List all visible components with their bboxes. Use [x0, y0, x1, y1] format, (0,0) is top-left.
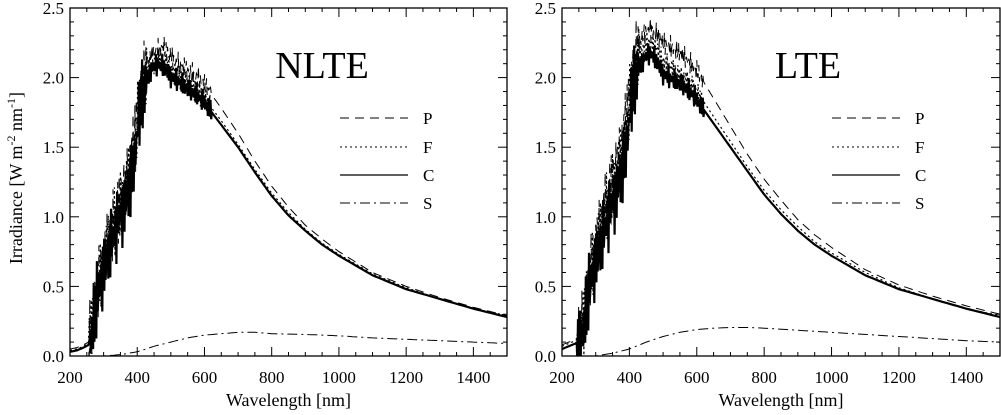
x-axis-label: Wavelength [nm] — [718, 390, 843, 410]
x-tick-label: 800 — [259, 368, 285, 387]
x-axis-label: Wavelength [nm] — [226, 390, 351, 410]
legend-label-C: C — [915, 166, 926, 185]
legend-label-F: F — [915, 138, 924, 157]
series-line-P — [70, 36, 507, 356]
x-tick-label: 1000 — [322, 368, 356, 387]
x-tick-label: 200 — [549, 368, 575, 387]
y-tick-label: 0.5 — [535, 277, 556, 296]
x-tick-label: 400 — [617, 368, 643, 387]
x-tick-label: 1200 — [389, 368, 423, 387]
x-tick-label: 200 — [57, 368, 83, 387]
y-tick-label: 1.0 — [535, 208, 556, 227]
y-axis-label-end: ] — [6, 92, 26, 98]
x-tick-label: 400 — [124, 368, 150, 387]
y-tick-label: 1.5 — [535, 138, 556, 157]
x-tick-label: 1400 — [949, 368, 983, 387]
x-tick-label: 600 — [684, 368, 710, 387]
y-axis-label: Irradiance [W m-2 nm-1] — [4, 92, 26, 264]
panel-title: NLTE — [275, 45, 369, 87]
y-tick-label: 2.0 — [43, 69, 64, 88]
series-line-C — [70, 54, 507, 353]
legend-label-P: P — [915, 109, 924, 128]
x-tick-label: 1200 — [882, 368, 916, 387]
y-axis-label-sup2: -1 — [4, 98, 18, 108]
x-tick-label: 1400 — [456, 368, 490, 387]
x-tick-label: 600 — [192, 368, 218, 387]
panel-title: LTE — [775, 45, 841, 87]
series-line-S — [562, 327, 1000, 356]
x-tick-label: 800 — [751, 368, 777, 387]
legend-label-S: S — [423, 194, 432, 213]
y-axis-label-sup1: -2 — [4, 135, 18, 145]
series-line-F — [70, 48, 507, 356]
series-line-F — [562, 28, 1000, 356]
y-tick-label: 1.0 — [43, 208, 64, 227]
x-tick-label: 1000 — [815, 368, 849, 387]
y-tick-label: 2.0 — [535, 69, 556, 88]
panel-lte: 200 400 600 800 1000 1200 1400 0.0 0.5 1.0 1.5 2.0 2… — [535, 0, 1001, 410]
series-line-S — [70, 331, 507, 356]
legend-label-C: C — [423, 166, 434, 185]
y-tick-label: 0.0 — [535, 347, 556, 366]
panel-nlte: 200 400 600 800 1000 1200 1400 0.0 0.5 1.0 1.5 2.0 2… — [43, 0, 508, 410]
series-line-C — [562, 43, 1000, 356]
y-tick-label: 2.5 — [43, 0, 64, 18]
y-tick-label: 2.5 — [535, 0, 556, 18]
y-tick-label: 0.0 — [43, 347, 64, 366]
legend-label-S: S — [915, 194, 924, 213]
legend-label-F: F — [423, 138, 432, 157]
y-axis-label-mid: nm — [6, 108, 26, 136]
y-axis-label-main: Irradiance [W m — [6, 145, 26, 264]
y-tick-label: 1.5 — [43, 138, 64, 157]
legend-label-P: P — [423, 109, 432, 128]
y-tick-label: 0.5 — [43, 277, 64, 296]
